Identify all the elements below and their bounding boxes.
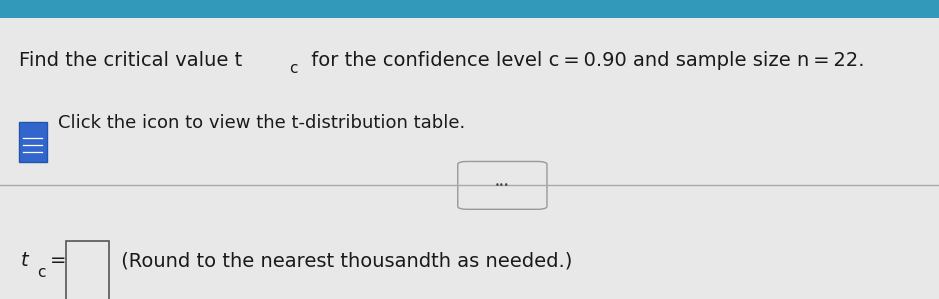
Text: (Round to the nearest thousandth as needed.): (Round to the nearest thousandth as need…	[115, 251, 572, 270]
Text: t: t	[21, 251, 28, 270]
Text: Find the critical value t: Find the critical value t	[19, 51, 242, 70]
Text: c: c	[38, 265, 46, 280]
FancyBboxPatch shape	[458, 161, 546, 209]
Text: for the confidence level c = 0.90 and sample size n = 22.: for the confidence level c = 0.90 and sa…	[305, 51, 865, 70]
Text: c: c	[289, 61, 298, 76]
Text: =: =	[50, 251, 67, 270]
FancyBboxPatch shape	[66, 241, 109, 299]
FancyBboxPatch shape	[0, 0, 939, 18]
Text: •••: •••	[495, 181, 510, 190]
FancyBboxPatch shape	[19, 122, 47, 162]
Text: Click the icon to view the t-distribution table.: Click the icon to view the t-distributio…	[58, 114, 466, 132]
